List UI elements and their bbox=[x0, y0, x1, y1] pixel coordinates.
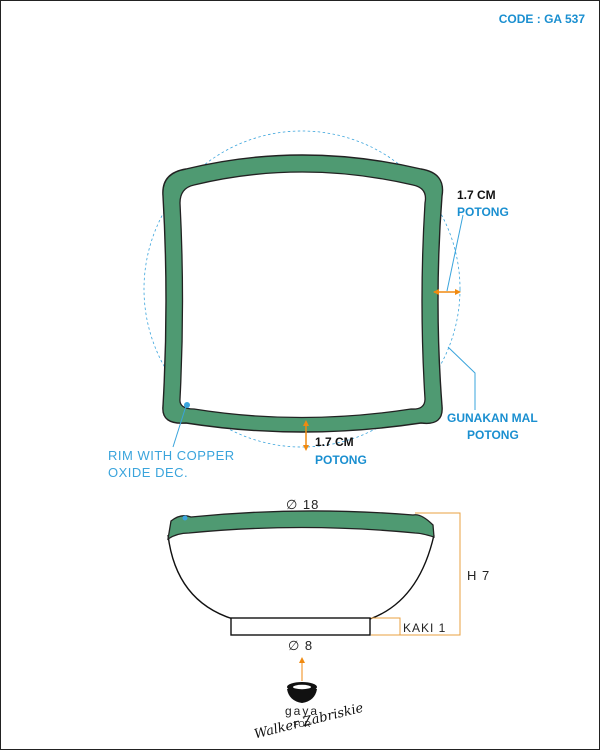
thickness-arrows bbox=[299, 289, 461, 681]
thickness-leader bbox=[446, 214, 464, 292]
rim-leader-dot-side bbox=[182, 515, 188, 521]
rim-leader-dot bbox=[184, 402, 190, 408]
product-code: CODE : GA 537 bbox=[498, 12, 585, 26]
logo-for: FOR bbox=[293, 720, 311, 729]
bowl-rim-band bbox=[167, 510, 435, 541]
height-dimension-line bbox=[371, 512, 461, 636]
rim-note-line1: RIM WITH COPPER bbox=[108, 448, 235, 463]
right-arrowhead-right bbox=[455, 289, 461, 295]
base-pointer-arrowhead bbox=[299, 657, 305, 663]
bottom-thickness-value: 1.7 CM bbox=[315, 435, 354, 449]
leader-lines bbox=[172, 214, 476, 448]
right-thickness-label: POTONG bbox=[457, 205, 509, 219]
height-label: H 7 bbox=[467, 568, 491, 583]
gaya-bowl-icon bbox=[287, 682, 317, 703]
right-thickness-value: 1.7 CM bbox=[457, 188, 496, 202]
bowl-foot bbox=[230, 617, 371, 636]
rim-note-line2: OXIDE DEC. bbox=[108, 465, 189, 480]
plan-rim-inner bbox=[179, 171, 427, 419]
bottom-arrowhead-up bbox=[303, 420, 309, 426]
base-diameter-label: ∅ 8 bbox=[288, 638, 314, 653]
dimension-lines bbox=[371, 512, 461, 636]
bowl-body bbox=[167, 534, 435, 620]
bottom-arrowhead-down bbox=[303, 445, 309, 451]
mold-note-leader bbox=[447, 346, 476, 410]
logo-brand: gaya bbox=[284, 704, 320, 718]
foot-dimension-line bbox=[371, 617, 401, 635]
mold-note-line1: GUNAKAN MAL bbox=[447, 411, 538, 425]
mold-note-line2: POTONG bbox=[467, 428, 519, 442]
guide-circle bbox=[143, 130, 461, 448]
foot-label: KAKI 1 bbox=[403, 621, 447, 635]
rim-note-leader bbox=[172, 405, 187, 448]
right-arrowhead-left bbox=[433, 289, 439, 295]
top-diameter-label: ∅ 18 bbox=[286, 497, 320, 512]
bottom-thickness-label: POTONG bbox=[315, 453, 367, 467]
